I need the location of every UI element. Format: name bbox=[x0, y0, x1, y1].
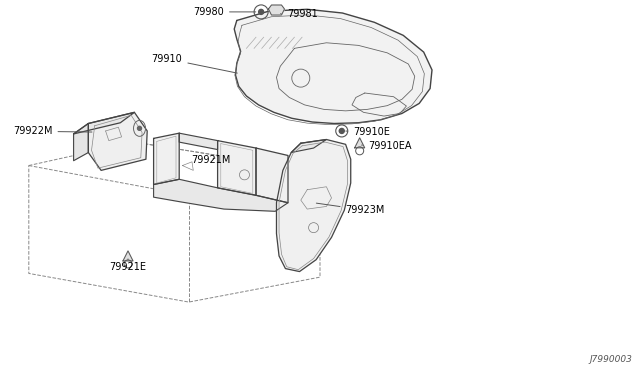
Text: 79922M: 79922M bbox=[13, 126, 92, 136]
Polygon shape bbox=[123, 251, 133, 261]
Polygon shape bbox=[256, 148, 288, 203]
Text: 79921E: 79921E bbox=[109, 259, 147, 272]
Polygon shape bbox=[291, 140, 326, 153]
Circle shape bbox=[339, 128, 344, 134]
Text: 79981: 79981 bbox=[280, 9, 317, 19]
Polygon shape bbox=[218, 141, 256, 195]
Text: J7990003: J7990003 bbox=[589, 355, 632, 364]
Circle shape bbox=[138, 126, 141, 130]
Polygon shape bbox=[269, 5, 285, 15]
Polygon shape bbox=[154, 179, 288, 211]
Text: 79923M: 79923M bbox=[316, 203, 385, 215]
Text: 79921M: 79921M bbox=[191, 155, 230, 165]
Polygon shape bbox=[234, 9, 432, 124]
Polygon shape bbox=[88, 112, 147, 170]
Polygon shape bbox=[179, 133, 218, 150]
Text: 79910EA: 79910EA bbox=[362, 141, 412, 151]
Text: 79980: 79980 bbox=[193, 7, 256, 17]
Circle shape bbox=[259, 9, 264, 15]
Text: 79910: 79910 bbox=[152, 54, 237, 73]
Polygon shape bbox=[276, 140, 351, 272]
Text: 79910E: 79910E bbox=[346, 127, 390, 137]
Polygon shape bbox=[74, 112, 134, 134]
Polygon shape bbox=[154, 133, 179, 185]
Polygon shape bbox=[355, 138, 365, 148]
Polygon shape bbox=[74, 124, 88, 161]
